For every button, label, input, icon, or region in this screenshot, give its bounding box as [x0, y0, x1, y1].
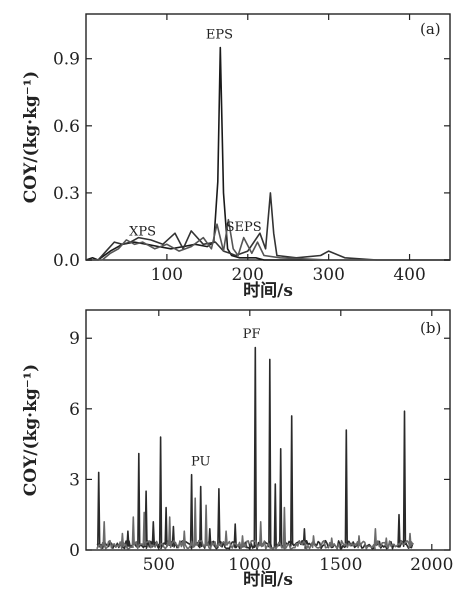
- chart-b-ticks: 500 1000 1500 2000 0 3 6 9: [69, 310, 453, 575]
- chart-a-ticks: 100 200 300 400 0.0 0.3 0.6 0.9: [53, 14, 450, 285]
- chart-a-x-tick-label: 300: [312, 265, 344, 285]
- chart-b-y-tick-label: 3: [69, 470, 80, 490]
- chart-b: 500 1000 1500 2000 0 3 6 9 (b) PF PU COY/(kg·kg…: [21, 309, 453, 590]
- chart-b-y-tick-label: 6: [69, 400, 80, 420]
- chart-b-y-tick-label: 0: [69, 541, 80, 561]
- chart-a-x-tick-label: 200: [232, 265, 264, 285]
- chart-b-y-tick-label: 9: [69, 329, 80, 349]
- chart-a-annotation-xps: XPS: [129, 224, 156, 239]
- chart-a-x-tick-label: 400: [393, 265, 425, 285]
- chart-b-series-group: [96, 346, 414, 550]
- chart-b-frame: [85, 309, 451, 551]
- chart-b-xlabel: 时间/s: [243, 569, 293, 590]
- chart-a-y-tick-label: 0.0: [53, 251, 80, 271]
- chart-a-annotation-eps: EPS: [206, 28, 233, 43]
- chart-a-y-tick-label: 0.3: [53, 184, 80, 204]
- chart-b-panel-label: (b): [420, 319, 441, 337]
- chart-a-series-group: [85, 46, 450, 261]
- chart-b-annotation-pu: PU: [191, 454, 211, 469]
- chart-b-x-tick-label: 1500: [319, 555, 362, 575]
- chart-b-x-tick-label: 1000: [228, 555, 271, 575]
- chart-a-panel-label: (a): [420, 20, 441, 38]
- chart-a-annotation-seps: SEPS: [226, 220, 262, 235]
- chart-a-y-tick-label: 0.6: [53, 117, 80, 137]
- chart-b-annotation-pf: PF: [243, 327, 261, 342]
- chart-b-x-tick-label: 500: [143, 555, 175, 575]
- chart-a-ylabel: COY/(kg·kg⁻¹): [21, 71, 41, 203]
- chart-a-series-line-3: [86, 218, 450, 261]
- chart-b-series-line-2: [96, 497, 414, 550]
- chart-b-x-tick-label: 2000: [410, 555, 453, 575]
- chart-a-xlabel: 时间/s: [243, 280, 293, 301]
- chart-b-ylabel: COY/(kg·kg⁻¹): [21, 364, 41, 496]
- chart-a-x-tick-label: 100: [151, 265, 183, 285]
- chart-a-y-tick-label: 0.9: [53, 50, 80, 70]
- chart-a: 100 200 300 400 0.0 0.3 0.6 0.9 (a) XPS EPS SEP…: [21, 13, 451, 301]
